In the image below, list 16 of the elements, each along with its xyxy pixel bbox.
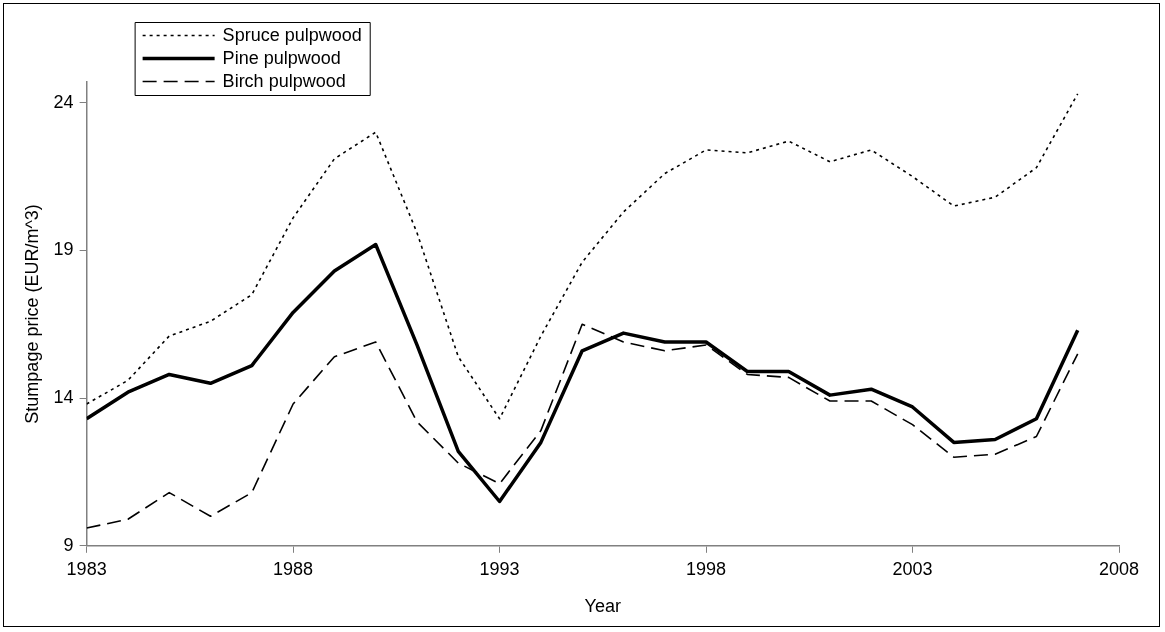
y-axis-title: Stumpage price (EUR/m^3) [21, 204, 42, 424]
x-tick-label: 1983 [66, 558, 107, 579]
line-series [86, 93, 1079, 420]
x-tick-label: 2008 [1098, 558, 1140, 579]
x-tick-label: 1988 [273, 558, 314, 579]
y-tick-label: 24 [53, 91, 74, 112]
y-tick-label: 14 [53, 387, 74, 408]
legend-label: Spruce pulpwood [222, 25, 362, 46]
x-tick-label: 1993 [479, 558, 520, 579]
legend-label: Birch pulpwood [222, 71, 346, 92]
y-tick-label: 19 [53, 239, 74, 260]
legend-label: Pine pulpwood [222, 48, 341, 69]
y-tick-label: 9 [63, 534, 74, 555]
x-tick-label: 1998 [686, 558, 727, 579]
x-tick-label: 2003 [892, 558, 933, 579]
x-axis-title: Year [584, 596, 621, 617]
